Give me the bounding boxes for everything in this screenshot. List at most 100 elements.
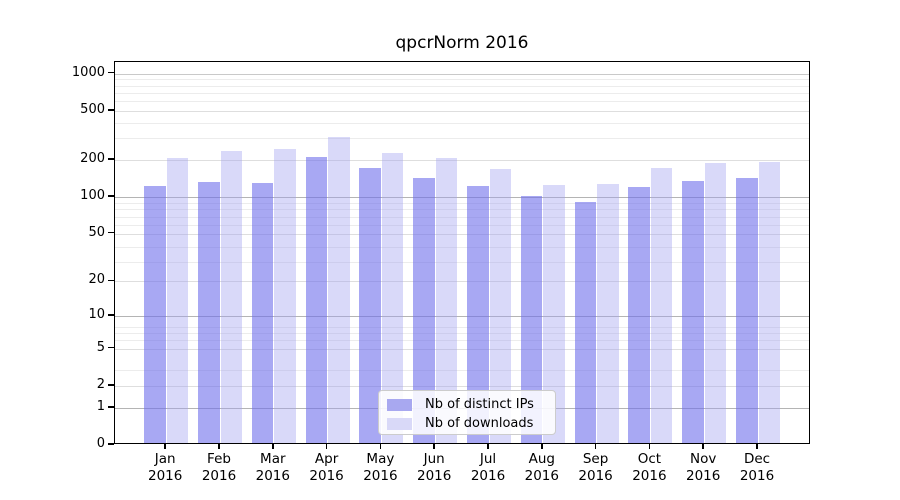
y-tick-label: 0 — [96, 436, 105, 451]
year-label: 2016 — [632, 467, 667, 484]
x-tick-label-jul: Jul 2016 — [460, 451, 516, 484]
legend-item-downloads: Nb of downloads — [387, 415, 555, 432]
x-tick — [379, 444, 382, 449]
legend-label-distinct-ips: Nb of distinct IPs — [425, 397, 534, 412]
month-label: Apr — [314, 451, 339, 467]
minor-gridline — [115, 326, 809, 328]
x-tick-label-aug: Aug 2016 — [514, 451, 570, 484]
minor-gridline — [115, 209, 809, 211]
x-tick-label-nov: Nov 2016 — [675, 451, 731, 484]
bar-jul-downloads — [489, 168, 511, 443]
minor-gridline — [115, 122, 809, 124]
y-tick — [108, 405, 114, 408]
month-label: Jun — [423, 451, 445, 467]
y-tick — [108, 346, 114, 349]
bar-aug-downloads — [543, 185, 565, 443]
y-tick — [108, 384, 114, 386]
legend: Nb of distinct IPs Nb of downloads — [378, 390, 556, 435]
minor-gridline — [115, 92, 809, 94]
x-tick — [702, 444, 704, 449]
year-label: 2016 — [739, 467, 775, 484]
year-label: 2016 — [363, 467, 398, 484]
legend-label-downloads: Nb of downloads — [425, 416, 534, 431]
minor-gridline — [115, 85, 809, 87]
bar-jul-distinct-ips — [467, 185, 489, 443]
major-gridline — [115, 385, 809, 387]
bar-dec-distinct-ips — [736, 177, 758, 443]
major-gridline — [115, 159, 809, 161]
month-label: Mar — [260, 451, 286, 467]
year-label: 2016 — [470, 467, 506, 484]
y-tick-label: 1 — [96, 398, 105, 414]
y-tick-label: 5 — [96, 339, 105, 355]
x-tick — [164, 444, 166, 449]
bar-oct-distinct-ips — [628, 187, 650, 443]
x-tick — [541, 444, 543, 449]
legend-item-distinct-ips: Nb of distinct IPs — [387, 396, 555, 413]
major-gridline — [115, 348, 809, 350]
minor-gridline — [115, 262, 809, 264]
y-tick — [108, 443, 114, 445]
month-label: Dec — [743, 451, 771, 467]
minor-gridline — [115, 370, 809, 372]
minor-gridline — [115, 333, 809, 335]
y-tick — [108, 195, 114, 197]
y-tick — [108, 71, 114, 74]
x-tick-label-jan: Jan 2016 — [137, 451, 193, 484]
month-label: Jan — [154, 451, 176, 467]
legend-swatch-distinct-ips — [387, 398, 412, 411]
y-tick-label: 500 — [80, 101, 105, 117]
major-gridline — [115, 110, 809, 112]
year-label: 2016 — [201, 467, 237, 484]
minor-gridline — [115, 203, 809, 205]
x-tick — [648, 444, 651, 449]
month-label: May — [366, 451, 395, 467]
bar-mar-distinct-ips — [251, 183, 274, 443]
bar-sep-downloads — [597, 184, 619, 443]
x-tick — [218, 444, 220, 449]
bar-jun-distinct-ips — [413, 177, 435, 443]
minor-gridline — [115, 246, 809, 248]
y-tick-label: 2 — [96, 376, 105, 392]
x-tick-label-mar: Mar 2016 — [245, 451, 301, 484]
x-tick — [433, 444, 435, 449]
bar-mar-downloads — [274, 149, 296, 443]
major-gridline — [115, 73, 809, 75]
y-tick-label: 50 — [88, 224, 105, 240]
bar-apr-distinct-ips — [305, 157, 328, 443]
x-tick-label-feb: Feb 2016 — [191, 451, 247, 484]
major-gridline — [115, 281, 809, 283]
x-tick-label-jun: Jun 2016 — [406, 451, 462, 484]
x-tick — [272, 444, 274, 449]
bar-jan-downloads — [166, 158, 189, 443]
year-label: 2016 — [255, 467, 290, 484]
bar-feb-downloads — [220, 151, 242, 443]
y-tick — [108, 109, 114, 111]
y-tick-label: 20 — [88, 272, 105, 288]
minor-gridline — [115, 101, 809, 103]
minor-gridline — [115, 216, 809, 218]
x-tick — [756, 444, 758, 449]
y-tick — [108, 158, 114, 160]
y-tick-label: 200 — [80, 150, 105, 166]
year-label: 2016 — [524, 467, 559, 484]
bar-apr-downloads — [328, 136, 350, 443]
major-gridline — [115, 316, 809, 318]
bar-jan-distinct-ips — [144, 185, 166, 443]
month-label: Aug — [528, 451, 555, 467]
year-label: 2016 — [686, 467, 721, 484]
major-gridline — [115, 233, 809, 235]
bar-dec-downloads — [758, 162, 780, 443]
month-label: Sep — [582, 451, 609, 467]
bar-nov-distinct-ips — [682, 180, 704, 443]
x-tick — [594, 444, 597, 449]
year-label: 2016 — [148, 467, 183, 484]
minor-gridline — [115, 340, 809, 342]
x-tick-label-oct: Oct 2016 — [621, 451, 677, 484]
bar-feb-distinct-ips — [198, 182, 220, 443]
bar-sep-distinct-ips — [574, 202, 597, 443]
plot-area: Nb of distinct IPs Nb of downloads — [114, 61, 810, 444]
bar-nov-downloads — [704, 163, 727, 443]
x-tick-label-may: May 2016 — [352, 451, 408, 484]
